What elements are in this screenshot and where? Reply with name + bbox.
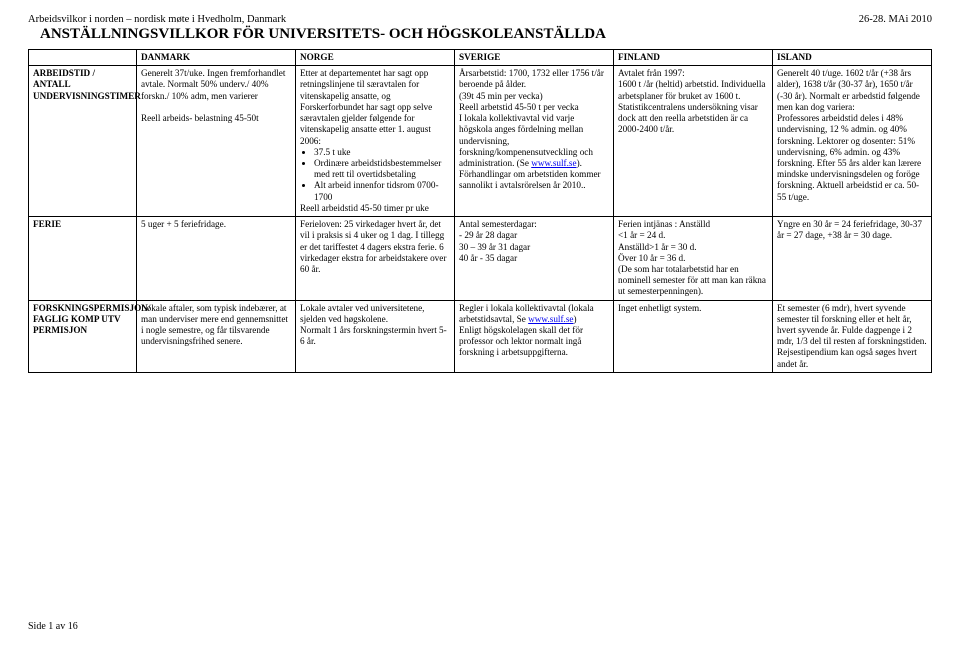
header-row: DANMARK NORGE SVERIGE FINLAND ISLAND <box>29 50 932 66</box>
cell-forskning-danmark: Lokale aftaler, som typisk indebærer, at… <box>137 300 296 372</box>
cell-arbeidstid-sverige: Årsarbetstid: 1700, 1732 eller 1756 t/år… <box>455 66 614 217</box>
cell-forskning-finland: Inget enhetligt system. <box>614 300 773 372</box>
cell-forskning-norge: Lokale avtaler ved universitetene, sjeld… <box>296 300 455 372</box>
page-title: ANSTÄLLNINGSVILLKOR FÖR UNIVERSITETS- OC… <box>40 26 932 43</box>
col-norge: NORGE <box>296 50 455 66</box>
norge-bullet-2: Alt arbeid innenfor tidsrom 0700-1700 <box>314 180 450 202</box>
header-right: 26-28. MAi 2010 <box>859 14 932 25</box>
rowlabel-ferie: FERIE <box>29 217 137 301</box>
row-ferie: FERIE 5 uger + 5 feriefridage. Ferielove… <box>29 217 932 301</box>
cell-ferie-island: Yngre en 30 år = 24 feriefridage, 30-37 … <box>773 217 932 301</box>
norge-pre: Etter at departementet har sagt opp retn… <box>300 68 432 145</box>
cell-ferie-norge: Ferieloven: 25 virkedager hvert år, det … <box>296 217 455 301</box>
norge-bullets: 37.5 t uke Ordinære arbeidstids­bestemme… <box>314 147 450 203</box>
page-footer: Side 1 av 16 <box>28 621 78 632</box>
norge-post: Reell arbeidstid 45-50 timer pr uke <box>300 203 429 213</box>
row-arbeidstid: ARBEIDSTID / ANTALL UNDERVISNINGSTIMER G… <box>29 66 932 217</box>
cell-forskning-island: Et semester (6 mdr), hvert syvende semes… <box>773 300 932 372</box>
norge-bullet-1: Ordinære arbeidstids­bestemmelser med re… <box>314 158 450 180</box>
cell-arbeidstid-danmark: Generelt 37t/uke. Ingen fremforhandlet a… <box>137 66 296 217</box>
cell-arbeidstid-finland: Avtalet från 1997: 1600 t /år (heltid) a… <box>614 66 773 217</box>
cell-forskning-sverige: Regler i lokala kollektivavtal (lokala a… <box>455 300 614 372</box>
header-left: Arbeidsvilkor i norden – nordisk møte i … <box>28 14 286 25</box>
cell-arbeidstid-island: Generelt 40 t/uge. 1602 t/år (+38 års al… <box>773 66 932 217</box>
cell-arbeidstid-norge: Etter at departementet har sagt opp retn… <box>296 66 455 217</box>
main-table: DANMARK NORGE SVERIGE FINLAND ISLAND ARB… <box>28 49 932 373</box>
cell-ferie-danmark: 5 uger + 5 feriefridage. <box>137 217 296 301</box>
cell-ferie-sverige: Antal semesterdagar: - 29 år 28 dagar 30… <box>455 217 614 301</box>
col-danmark: DANMARK <box>137 50 296 66</box>
row-forskning: FORSKNINGSPERMISJON/ FAGLIG KOMP UTV PER… <box>29 300 932 372</box>
col-finland: FINLAND <box>614 50 773 66</box>
sulf-link-2[interactable]: www.sulf.se <box>528 314 573 324</box>
cell-ferie-finland: Ferien intjänas : Anställd <1 år = 24 d.… <box>614 217 773 301</box>
rowlabel-forskning: FORSKNINGSPERMISJON/ FAGLIG KOMP UTV PER… <box>29 300 137 372</box>
col-sverige: SVERIGE <box>455 50 614 66</box>
norge-bullet-0: 37.5 t uke <box>314 147 450 158</box>
col-island: ISLAND <box>773 50 932 66</box>
rowlabel-arbeidstid: ARBEIDSTID / ANTALL UNDERVISNINGSTIMER <box>29 66 137 217</box>
sulf-link-1[interactable]: www.sulf.se <box>531 158 576 168</box>
